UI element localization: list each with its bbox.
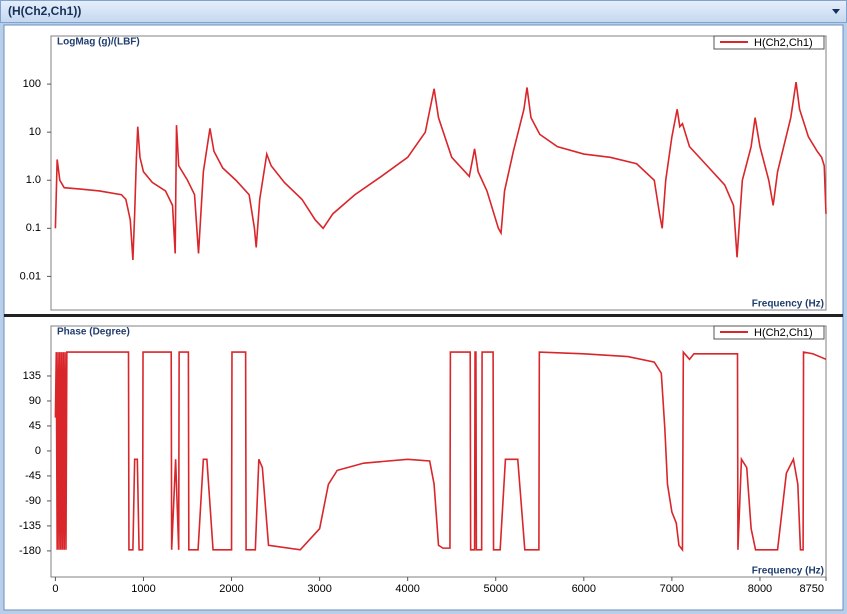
x-axis-label: Frequency (Hz): [752, 566, 824, 577]
legend-box: [713, 35, 825, 50]
x-tick-label: 7000: [660, 583, 684, 595]
x-tick-label: 0: [52, 583, 58, 595]
title-bar: [0, 0, 847, 23]
legend-label: H(Ch2,Ch1): [754, 327, 813, 339]
y-tick-label: 0: [35, 445, 41, 457]
x-tick-label: 1000: [131, 583, 155, 595]
window-title: (H(Ch2,Ch1)): [8, 4, 81, 18]
y-tick-label: 100: [23, 78, 41, 90]
legend-label: H(Ch2,Ch1): [754, 37, 813, 49]
x-tick-label: 4000: [395, 583, 419, 595]
x-tick-label: 6000: [572, 583, 596, 595]
dropdown-arrow[interactable]: [832, 9, 840, 14]
y-tick-label: 0.1: [26, 222, 41, 234]
y-tick-label: -90: [25, 495, 41, 507]
x-axis-label: Frequency (Hz): [752, 299, 824, 310]
y-tick-label: -135: [19, 520, 41, 532]
y-axis-label: LogMag (g)/(LBF): [57, 37, 140, 48]
data-line: [54, 81, 827, 260]
y-axis-label: Phase (Degree): [57, 327, 130, 338]
x-tick-label: 8750: [800, 583, 824, 595]
y-tick-label: 1.0: [26, 174, 41, 186]
splitter: [4, 314, 843, 317]
y-tick-label: 45: [29, 420, 41, 432]
y-tick-label: 0.01: [20, 270, 41, 282]
x-tick-label: 3000: [307, 583, 331, 595]
y-tick-label: 10: [29, 126, 41, 138]
y-tick-label: 90: [29, 395, 41, 407]
legend-box: [713, 325, 825, 340]
y-tick-label: -180: [19, 545, 41, 557]
x-tick-label: 8000: [748, 583, 772, 595]
y-tick-label: -45: [25, 470, 41, 482]
x-tick-label: 5000: [484, 583, 508, 595]
data-line: [54, 349, 827, 553]
x-tick-label: 2000: [219, 583, 243, 595]
y-tick-label: 135: [23, 370, 41, 382]
plot-area: [50, 35, 827, 311]
